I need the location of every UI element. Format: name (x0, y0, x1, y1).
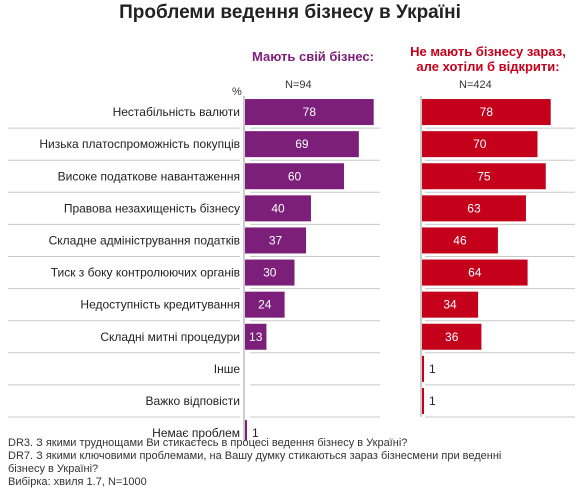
bar-chart: Нестабільність валюти 78 78 Низька платоспр… (8, 96, 575, 440)
bar-left (245, 131, 359, 158)
bar-left (245, 291, 285, 318)
bar-right (422, 259, 528, 286)
bar-right-value: 75 (477, 169, 491, 183)
bar-right (422, 131, 538, 158)
bar-left (245, 99, 374, 126)
bar-left (245, 420, 247, 440)
bar-right (422, 195, 526, 222)
bar-left (245, 163, 344, 190)
right-group-header-line1: Не мають бізнесу зараз, (410, 44, 566, 59)
category-label: Немає проблем (152, 426, 240, 440)
right-group-header: Не мають бізнесу зараз, але хотіли б від… (398, 44, 578, 74)
bar-right-value: 46 (453, 233, 467, 247)
bar-left-value: 40 (271, 201, 285, 215)
category-label: Недоступність кредитування (80, 298, 240, 312)
unit-label: % (232, 86, 242, 98)
category-label: Складне адміністрування податків (49, 233, 240, 247)
category-label: Нестабільність валюти (113, 105, 240, 119)
chart-title: Проблеми ведення бізнесу в Україні (119, 2, 461, 23)
left-group-header: Мають свій бізнес: (252, 49, 374, 64)
bar-right (422, 355, 424, 382)
bar-right (422, 227, 498, 254)
bar-right-value: 63 (467, 201, 481, 215)
bar-left-value: 1 (252, 426, 259, 440)
left-sample-size: N=94 (285, 79, 312, 91)
bar-right-value: 1 (429, 394, 436, 408)
right-group-header-line2: але хотіли б відкрити: (416, 59, 560, 74)
bar-right-value: 78 (480, 105, 494, 119)
bar-right (422, 387, 424, 414)
bar-right (422, 291, 479, 318)
category-label: Високе податкове навантаження (58, 169, 240, 183)
bar-left-value: 13 (249, 330, 263, 344)
bar-right-value: 1 (429, 362, 436, 376)
bar-left (245, 259, 295, 286)
footnote-dr7: DR7. З якими ключовими проблемами, на Ва… (8, 450, 502, 462)
bar-left (245, 227, 307, 254)
bar-left-value: 69 (295, 137, 309, 151)
bar-right-value: 36 (445, 330, 459, 344)
footnote-dr3: DR3. З якими труднощами Ви стикаєтесь в … (8, 437, 408, 449)
category-label: Складні митні процедури (100, 330, 240, 344)
right-sample-size: N=424 (459, 79, 492, 91)
bar-right-value: 64 (468, 266, 482, 280)
bar-left-value: 30 (263, 266, 277, 280)
footnotes: DR3. З якими труднощами Ви стикаєтесь в … (8, 437, 578, 489)
bar-left-value: 60 (288, 169, 302, 183)
footnote-dr7-cont: бізнесу в Україні? (8, 463, 99, 475)
bar-right-value: 34 (443, 298, 457, 312)
bar-right-value: 70 (473, 137, 487, 151)
category-label: Низька платоспроможність покупців (39, 137, 240, 151)
category-label: Важко відповісти (145, 394, 240, 408)
footnote-sample: Вибірка: хвиля 1.7, N=1000 (8, 476, 147, 488)
bar-left (245, 195, 311, 222)
bar-right (422, 99, 551, 126)
category-label: Правова незахищеність бізнесу (64, 201, 240, 215)
category-label: Інше (214, 362, 241, 376)
bar-left-value: 24 (258, 298, 272, 312)
bar-right (422, 323, 482, 350)
bar-left-value: 37 (269, 233, 283, 247)
bar-left (245, 323, 267, 350)
category-label: Тиск з боку контролюючих органів (51, 266, 240, 280)
bar-left-value: 78 (303, 105, 317, 119)
bar-right (422, 163, 546, 190)
